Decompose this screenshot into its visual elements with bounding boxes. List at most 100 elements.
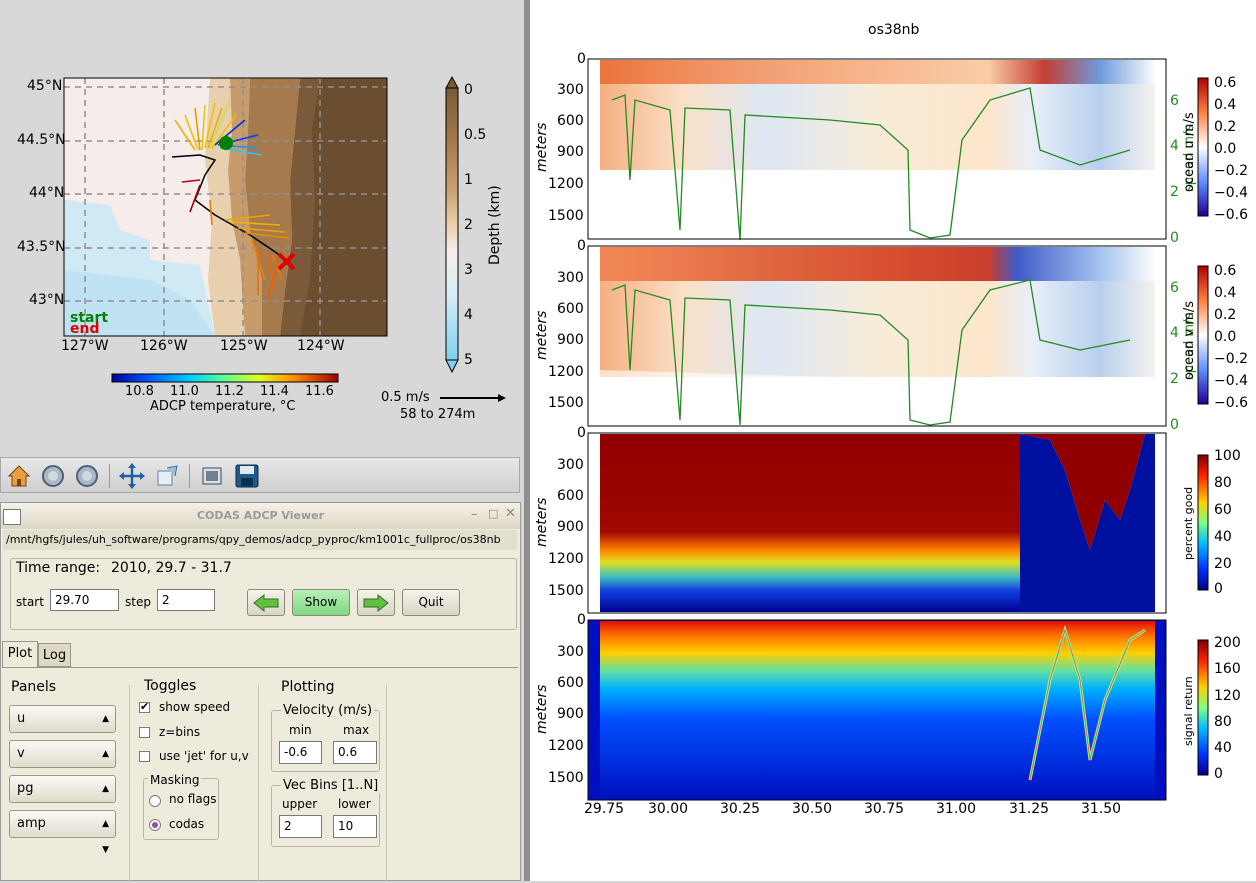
start-label: start — [16, 595, 44, 609]
forward-icon[interactable] — [73, 462, 101, 490]
cbar-tick: 0.4 — [1214, 285, 1237, 301]
lon-label: 126°W — [140, 338, 188, 354]
colorbar-label: ocean u m/s — [1182, 112, 1197, 192]
quit-button[interactable]: Quit — [402, 589, 460, 616]
speed-tick: 6 — [1170, 93, 1179, 109]
y-axis-label: meters — [534, 497, 550, 547]
y-tick: 300 — [557, 270, 584, 286]
vec-bins-upper-input[interactable]: 2 — [279, 815, 322, 838]
cbar-tick: 160 — [1214, 661, 1241, 677]
temp-tick: 11.4 — [260, 384, 289, 399]
time-range-value: 2010, 29.7 - 31.7 — [111, 560, 232, 576]
use-jet-checkbox[interactable] — [139, 751, 150, 762]
cbar-tick: −0.4 — [1214, 373, 1248, 389]
no-flags-radio[interactable] — [149, 795, 161, 807]
maximize-icon[interactable]: □ — [488, 507, 499, 520]
cbar-tick: 40 — [1214, 529, 1232, 545]
viewer-titlebar[interactable]: CODAS ADCP Viewer — [1, 503, 520, 529]
panel-select-4[interactable]: amp ▲ ▼ — [9, 810, 116, 855]
colorbar-label: signal return — [1182, 676, 1195, 746]
speed-tick: 2 — [1170, 184, 1179, 200]
velocity-max-input[interactable]: 0.6 — [333, 741, 377, 764]
panel-select-value: pg — [17, 781, 34, 796]
lon-label: 127°W — [61, 338, 109, 354]
y-tick: 0 — [577, 238, 586, 254]
depth-tick: 0 — [464, 82, 473, 98]
show-speed-checkbox[interactable]: ✔ — [139, 700, 150, 713]
close-icon[interactable]: ✕ — [505, 506, 516, 521]
cbar-tick: 0.2 — [1214, 307, 1237, 323]
use-jet-label: use 'jet' for u,v — [159, 749, 249, 763]
home-icon[interactable] — [5, 462, 33, 490]
figure-canvas — [587, 58, 1209, 801]
save-icon[interactable] — [233, 462, 261, 490]
panel-signal-return — [587, 619, 1209, 801]
step-input[interactable]: 2 — [157, 589, 215, 611]
depth-colorbar-label: Depth (km) — [487, 185, 503, 265]
column-divider — [129, 685, 130, 882]
updown-icon: ▲▼ — [102, 819, 109, 855]
checkmark-icon: ✔ — [140, 700, 150, 713]
codas-radio[interactable] — [149, 819, 161, 831]
speed-tick: 4 — [1170, 138, 1179, 154]
y-tick: 600 — [557, 488, 584, 504]
y-tick: 900 — [557, 144, 584, 160]
vec-bins-upper-label: upper — [282, 797, 318, 811]
show-button[interactable]: Show — [292, 589, 350, 616]
panel-select-value: u — [17, 711, 26, 726]
lon-label: 125°W — [220, 338, 268, 354]
cbar-tick: −0.2 — [1214, 351, 1248, 367]
cbar-tick: 120 — [1214, 688, 1241, 704]
temp-tick: 11.0 — [170, 384, 199, 399]
cbar-tick: 0.0 — [1214, 141, 1237, 157]
lat-label: 43°N — [29, 292, 65, 308]
colorbar-label: ocean v m/s — [1182, 300, 1197, 380]
z-bins-checkbox[interactable] — [139, 727, 150, 738]
panel-select-3[interactable]: pg▲▼ — [9, 775, 116, 820]
depth-colorbar — [445, 75, 459, 374]
velocity-min-input[interactable]: -0.6 — [279, 741, 322, 764]
panels-title: Panels — [11, 679, 57, 695]
figure-title: os38nb — [868, 22, 920, 38]
configure-icon[interactable] — [198, 462, 226, 490]
x-tick: 31.50 — [1081, 801, 1122, 817]
prev-button[interactable] — [247, 589, 285, 616]
temp-tick: 10.8 — [125, 384, 154, 399]
cbar-tick: 0.6 — [1214, 263, 1237, 279]
x-tick: 31.25 — [1009, 801, 1050, 817]
lat-label: 44.5°N — [17, 132, 66, 148]
masking-title: Masking — [148, 773, 202, 787]
window-divider[interactable] — [524, 0, 530, 881]
vector-scale-speed: 0.5 m/s — [381, 390, 430, 405]
tab-plot[interactable]: Plot — [2, 641, 38, 668]
panel-select-2[interactable]: v▲▼ — [9, 740, 116, 785]
lat-label: 44°N — [29, 185, 65, 201]
pan-icon[interactable] — [118, 462, 146, 490]
temperature-colorbar — [111, 373, 339, 383]
y-tick: 1200 — [548, 551, 584, 567]
y-tick: 1500 — [548, 583, 584, 599]
y-tick: 1500 — [548, 208, 584, 224]
start-input[interactable]: 29.70 — [50, 589, 119, 611]
vec-bins-lower-input[interactable]: 10 — [333, 815, 377, 838]
back-icon[interactable] — [39, 462, 67, 490]
tab-log[interactable]: Log — [38, 643, 71, 667]
depth-tick: 3 — [464, 262, 473, 278]
minimize-icon[interactable]: – — [471, 507, 478, 522]
cbar-tick: 80 — [1214, 475, 1232, 491]
map-figure — [63, 75, 506, 402]
y-tick: 600 — [557, 675, 584, 691]
window-menu-icon[interactable] — [3, 509, 21, 525]
x-tick: 30.75 — [864, 801, 905, 817]
cbar-tick: 0.4 — [1214, 97, 1237, 113]
y-tick: 900 — [557, 706, 584, 722]
zoom-icon[interactable] — [153, 462, 181, 490]
speed-tick: 0 — [1170, 230, 1179, 246]
panel-select-1[interactable]: u▲▼ — [9, 705, 116, 750]
y-tick: 0 — [577, 425, 586, 441]
next-button[interactable] — [357, 589, 395, 616]
plot-tab-content — [2, 667, 518, 883]
y-tick: 1200 — [548, 738, 584, 754]
step-label: step — [125, 595, 151, 609]
start-legend: start — [70, 310, 109, 326]
